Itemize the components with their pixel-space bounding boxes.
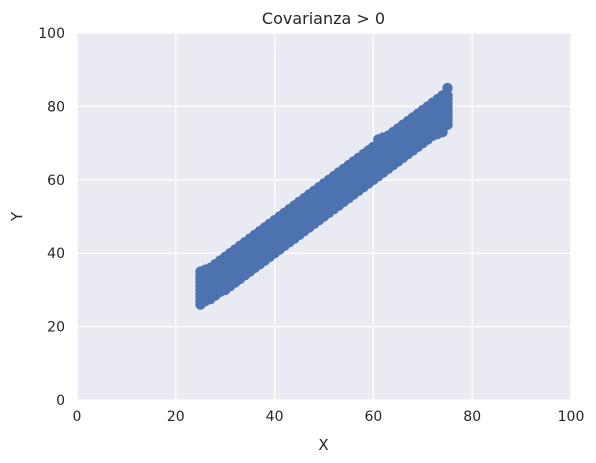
y-tick-label: 20 <box>47 320 65 336</box>
data-point <box>442 90 453 101</box>
x-tick-label: 100 <box>558 409 585 425</box>
x-tick-label: 20 <box>167 409 185 425</box>
y-tick-label: 100 <box>38 26 65 42</box>
y-tick-labels: 0 20 40 60 80 100 <box>38 26 65 409</box>
y-tick-label: 80 <box>47 99 65 115</box>
x-tick-label: 80 <box>463 409 481 425</box>
y-axis-label: Y <box>8 211 26 222</box>
x-tick-label: 0 <box>73 409 82 425</box>
data-points <box>195 82 453 310</box>
y-tick-label: 0 <box>56 393 65 409</box>
x-tick-labels: 0 20 40 60 80 100 <box>73 409 585 425</box>
x-tick-label: 60 <box>364 409 382 425</box>
chart-title: Covarianza > 0 <box>262 9 385 28</box>
x-axis-label: X <box>318 436 328 454</box>
y-tick-label: 60 <box>47 173 65 189</box>
x-tick-label: 40 <box>266 409 284 425</box>
data-point <box>442 82 453 94</box>
y-tick-label: 40 <box>47 246 65 262</box>
